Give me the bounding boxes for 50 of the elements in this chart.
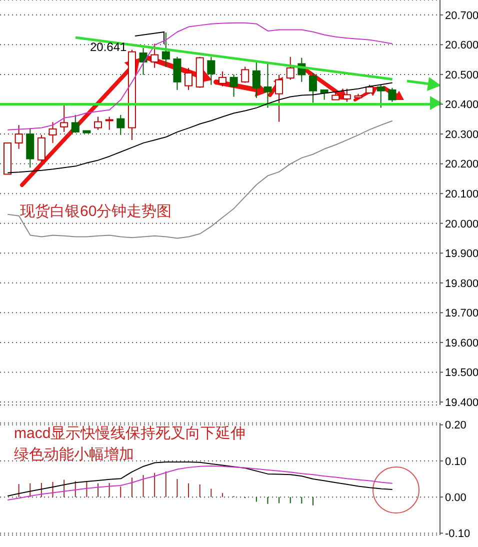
line-series: [7, 82, 393, 174]
candlestick: [308, 72, 317, 104]
y-tick-label: 20.200: [445, 158, 478, 171]
y-tick-label: 20.500: [445, 69, 478, 82]
candlestick: [376, 84, 385, 108]
y-tick-label: 20.100: [445, 188, 478, 200]
y-tick-label: 19.900: [445, 248, 478, 260]
candlestick: [139, 47, 148, 76]
candlestick: [150, 43, 159, 68]
candlestick: [388, 87, 396, 102]
candlestick: [71, 114, 80, 134]
y-tick-label: 20.600: [445, 40, 478, 52]
y-tick-label: 0.20: [445, 420, 466, 432]
annotation: 现货白银60分钟走势图: [20, 202, 172, 221]
candlestick: [94, 116, 102, 130]
y-tick-label: 19.700: [445, 308, 478, 320]
annotation: 20.641: [90, 40, 127, 54]
y-tick-label: 19.400: [445, 396, 478, 409]
candlestick: [342, 88, 351, 102]
candlestick: [162, 32, 170, 68]
y-tick-label: 19.500: [445, 367, 478, 380]
candlestick: [286, 56, 294, 80]
y-tick-label: 20.000: [445, 218, 478, 230]
annotation: 绿色动能小幅增加: [14, 445, 134, 464]
candlestick: [48, 122, 57, 144]
line-series: [7, 22, 393, 130]
candlestick: [105, 116, 114, 130]
y-tick-label: 20.300: [445, 128, 478, 141]
candlestick: [37, 134, 46, 162]
y-tick-label: 19.600: [445, 337, 478, 350]
candlestick: [230, 74, 238, 98]
candlestick: [14, 124, 23, 150]
candlestick: [264, 61, 272, 108]
candlestick: [60, 104, 68, 132]
candlestick: [218, 70, 226, 87]
candlestick: [207, 56, 216, 86]
candlestick: [275, 74, 284, 122]
y-tick-label: 20.400: [445, 99, 478, 112]
annotation: macd显示快慢线保持死叉向下延伸: [14, 424, 246, 443]
candlestick: [116, 114, 125, 136]
y-tick-label: 0.10: [445, 456, 466, 468]
candlestick: [173, 56, 182, 90]
y-tick-label: -0.10: [445, 528, 470, 540]
y-tick-label: 0.00: [445, 492, 466, 504]
y-tick-label: 19.800: [445, 278, 478, 290]
y-tick-label: 20.700: [445, 10, 478, 22]
candlestick: [184, 67, 193, 90]
line-series: [7, 120, 393, 239]
candlestick: [252, 61, 260, 98]
candlestick: [241, 66, 250, 84]
